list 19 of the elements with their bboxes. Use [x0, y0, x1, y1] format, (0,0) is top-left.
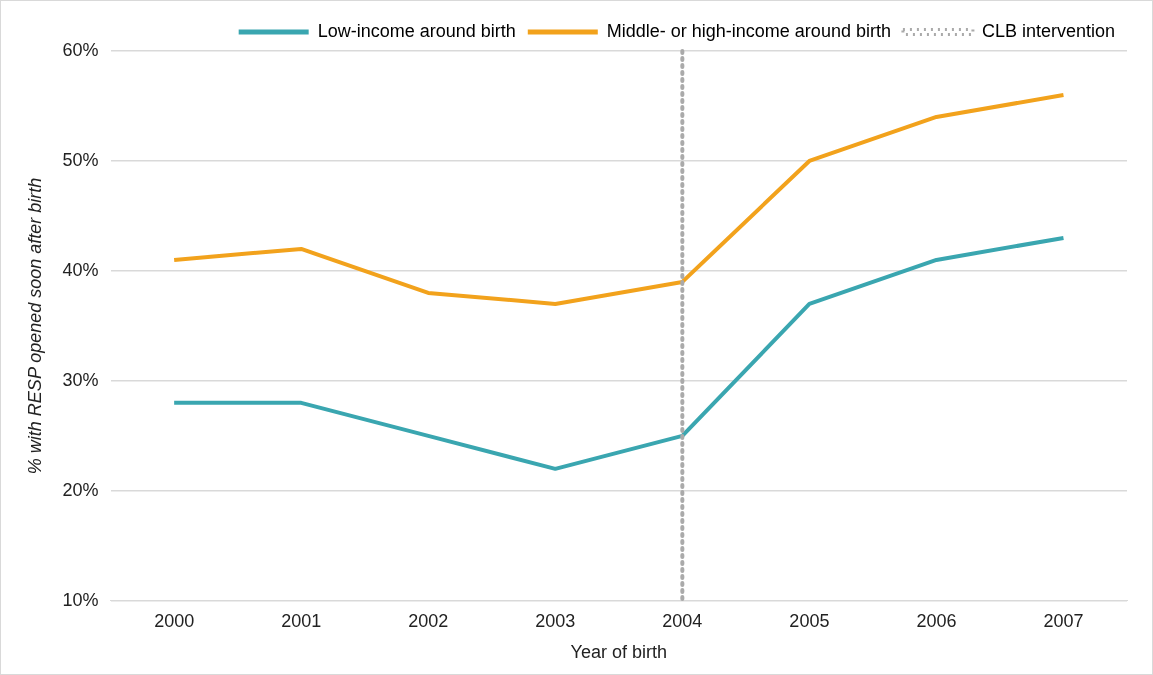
x-tick-label: 2004 — [662, 610, 703, 631]
x-tick-label: 2007 — [1043, 610, 1084, 631]
x-tick-label: 2001 — [281, 610, 322, 631]
y-tick-label: 60% — [62, 39, 99, 60]
legend-label: Low-income around birth — [317, 20, 516, 41]
legend-label: CLB intervention — [981, 20, 1115, 41]
y-axis-title: % with RESP opened soon after birth — [24, 177, 45, 475]
y-tick-label: 30% — [62, 369, 99, 390]
x-axis-title: Year of birth — [570, 642, 668, 663]
y-tick-label: 10% — [62, 589, 99, 610]
x-tick-label: 2000 — [154, 610, 195, 631]
legend-label: Middle- or high-income around birth — [606, 20, 891, 41]
x-tick-label: 2003 — [535, 610, 576, 631]
x-tick-label: 2006 — [916, 610, 957, 631]
x-tick-label: 2005 — [789, 610, 830, 631]
y-tick-label: 50% — [62, 149, 99, 170]
y-tick-label: 20% — [62, 479, 99, 500]
x-tick-label: 2002 — [408, 610, 449, 631]
y-tick-label: 40% — [62, 259, 99, 280]
